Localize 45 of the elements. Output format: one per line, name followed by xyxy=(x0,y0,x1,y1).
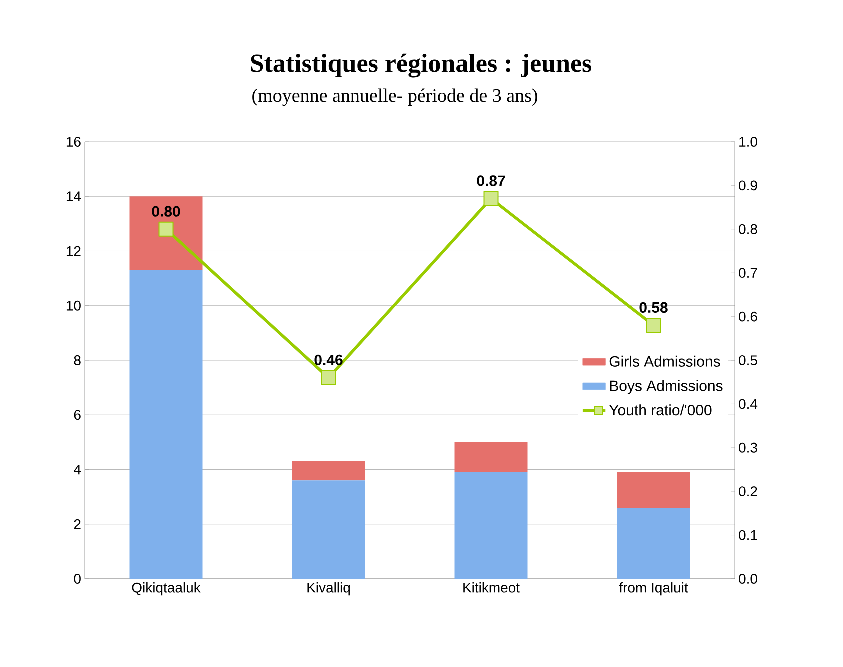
bar xyxy=(130,196,203,270)
x-tick-label: from Iqaluit xyxy=(619,582,688,596)
y-tick-label: 8 xyxy=(74,356,81,366)
y-tick-label: 16 xyxy=(66,137,81,147)
bar xyxy=(617,508,690,579)
y2-tick-label: 0.2 xyxy=(739,486,758,497)
y2-tick-label: 0.0 xyxy=(739,574,758,584)
data-label: 0.58 xyxy=(640,302,668,314)
data-label: 0.80 xyxy=(152,206,180,217)
data-label: 0.87 xyxy=(477,176,506,186)
bar xyxy=(454,442,528,472)
point xyxy=(646,318,662,334)
bar xyxy=(130,270,203,579)
y-tick-label: 2 xyxy=(74,519,81,530)
x-tick-label: Kitikmeot xyxy=(464,582,520,593)
x-tick-label: Kivalliq xyxy=(308,582,350,596)
y-tick-label: 14 xyxy=(66,192,82,202)
y2-tick-label: 0.6 xyxy=(739,312,758,322)
chart-title: Statistiques régionales : jeunes xyxy=(251,54,592,78)
y-tick-label: 0 xyxy=(74,574,81,584)
bar xyxy=(292,480,366,579)
chart-subtitle: (moyenne annuelle- période de 3 ans) xyxy=(252,88,538,106)
point xyxy=(484,191,499,206)
bar xyxy=(617,472,690,508)
legend-label: Youth ratio/'000 xyxy=(609,404,712,416)
y2-tick-label: 1.0 xyxy=(740,137,758,147)
y2-tick-label: 0.4 xyxy=(739,399,758,410)
x-tick-label: Qikiqtaaluk xyxy=(132,582,201,596)
bar xyxy=(454,472,528,579)
y2-tick-label: 0.9 xyxy=(739,180,758,191)
y-tick-label: 12 xyxy=(66,246,81,256)
y2-tick-label: 0.8 xyxy=(739,224,758,234)
y2-tick-label: 0.1 xyxy=(739,530,758,540)
y-tick-label: 4 xyxy=(74,464,82,475)
y-tick-label: 6 xyxy=(74,410,81,420)
y-tick-label: 10 xyxy=(66,300,81,311)
data-label: 0.46 xyxy=(314,354,343,366)
legend-label: Boys Admissions xyxy=(610,380,723,394)
bar xyxy=(292,462,366,481)
y2-tick-label: 0.7 xyxy=(739,268,758,278)
legend-label: Girls Admissions xyxy=(610,356,720,367)
point xyxy=(321,370,336,386)
y2-tick-label: 0.3 xyxy=(739,442,758,453)
y2-tick-label: 0.5 xyxy=(739,356,758,366)
point xyxy=(158,222,174,237)
